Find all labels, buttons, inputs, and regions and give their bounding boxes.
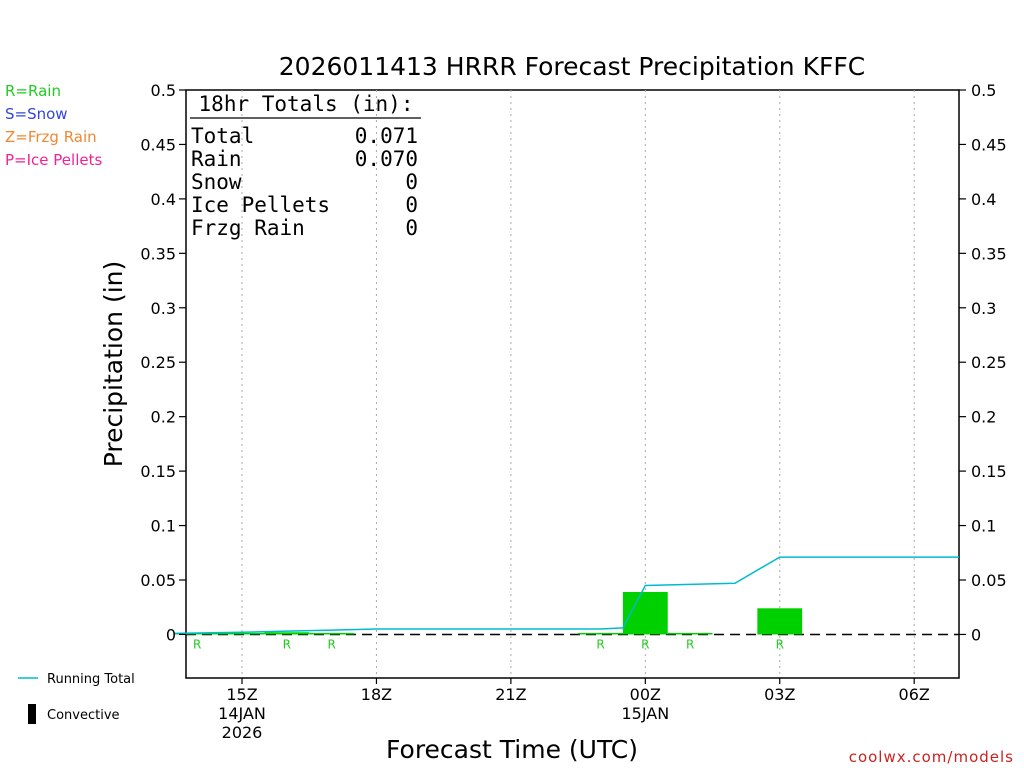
precip-type-mark: R [283,637,291,651]
x-tick-year: 2026 [222,723,263,742]
precip-type-mark: R [641,637,649,651]
y-tick-label-right: 0.25 [971,353,1007,372]
y-tick-label: 0.05 [140,571,176,590]
precip-bar [578,632,623,635]
totals-row-label: Rain [191,147,242,171]
y-tick-label: 0.15 [140,462,176,481]
y-tick-label: 0.25 [140,353,176,372]
totals-row-label: Ice Pellets [191,193,330,217]
precip-bar [622,591,668,635]
totals-box: 18hr Totals (in): Total 0.071 Rain 0.070 Sno… [190,92,421,240]
x-tick-label: 15Z [226,685,257,704]
y-tick-label-right: 0.4 [971,190,996,209]
legend-item-label: Convective [47,708,120,723]
precip-type-legend-item: R=Rain [5,82,61,100]
y-tick-label: 0.4 [151,190,176,209]
y-tick-label: 0.5 [151,81,176,100]
x-tick-label: 03Z [764,685,795,704]
totals-heading: 18hr Totals (in): [199,92,414,116]
y-tick-label: 0.3 [151,299,176,318]
plot-frame [185,89,960,679]
y-tick-label-right: 0.3 [971,299,996,318]
y-axis-left: 0 0.05 0.1 0.15 0.2 0.25 0.3 0.35 0.4 0.45 0.5 [140,81,186,644]
precip-type-mark: R [193,637,201,651]
x-tick-date: 14JAN [218,704,266,723]
chart-title: 2026011413 HRRR Forecast Precipitation K… [279,52,865,81]
y-tick-label: 0.35 [140,244,176,263]
y-tick-label-right: 0.45 [971,135,1007,154]
y-axis-label: Precipitation (in) [99,261,128,468]
y-tick-label-right: 0 [971,625,981,644]
series-legend: Running Total Convective [18,672,135,724]
precip-bars [174,591,803,635]
totals-row-label: Snow [191,170,242,194]
source-credit: coolwx.com/models [849,748,1014,766]
x-tick-label: 18Z [361,685,392,704]
totals-row-value: 0.070 [355,147,418,171]
x-tick-date: 15JAN [621,704,669,723]
totals-row-label: Total [191,124,254,148]
totals-row-value: 0 [405,216,418,240]
y-tick-label-right: 0.1 [971,517,996,536]
totals-row-value: 0 [405,193,418,217]
precip-bar [667,632,713,635]
totals-row-label: Frzg Rain [191,216,305,240]
precip-type-legend-item: Z=Frzg Rain [5,128,97,146]
precip-type-legend-item: S=Snow [5,105,68,123]
precip-type-mark: R [776,637,784,651]
x-tick-label: 06Z [899,685,930,704]
precip-type-mark: R [686,637,694,651]
x-tick-label: 00Z [630,685,661,704]
running-total-line [174,556,959,635]
y-axis-right: 0 0.05 0.1 0.15 0.2 0.25 0.3 0.35 0.4 0.45 0.5 [959,81,1007,644]
precip-bar [757,608,803,635]
y-tick-label: 0 [166,625,176,644]
precip-type-legend: R=Rain S=Snow Z=Frzg Rain P=Ice Pellets [5,82,102,169]
x-axis-label: Forecast Time (UTC) [386,735,638,764]
y-tick-label-right: 0.05 [971,571,1007,590]
totals-row-value: 0 [405,170,418,194]
y-tick-label-right: 0.15 [971,462,1007,481]
precip-type-mark: R [327,637,335,651]
totals-row-value: 0.071 [355,124,418,148]
y-tick-label: 0.1 [151,517,176,536]
y-tick-label-right: 0.2 [971,408,996,427]
legend-item-label: Running Total [47,672,135,687]
precip-bar [219,632,265,635]
precip-bar [264,632,310,635]
grid-lines [241,90,915,678]
running-total-series [174,556,959,635]
precip-bar [309,632,355,635]
precip-type-mark: R [596,637,604,651]
x-tick-label: 21Z [495,685,526,704]
y-tick-label-right: 0.35 [971,244,1007,263]
y-tick-label: 0.45 [140,135,176,154]
y-tick-label: 0.2 [151,408,176,427]
legend-bar-swatch [28,704,36,724]
precip-type-legend-item: P=Ice Pellets [5,151,102,169]
y-tick-label-right: 0.5 [971,81,996,100]
